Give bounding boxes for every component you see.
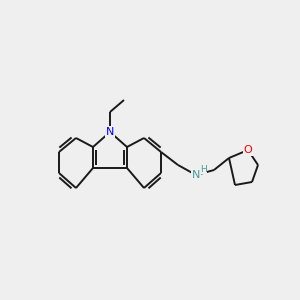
Text: H: H xyxy=(200,164,207,173)
Text: N: N xyxy=(192,170,200,180)
Text: O: O xyxy=(244,145,252,155)
Text: N: N xyxy=(106,127,114,137)
